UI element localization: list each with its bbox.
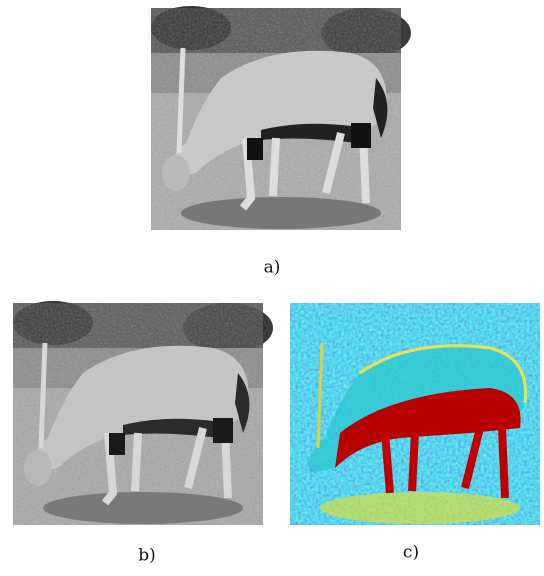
page: a) b) c) (() => { const data = JSON.pars… [0,0,544,572]
panel-b-image [13,301,273,525]
panel-label: c) [403,543,419,563]
panel-label: b) [138,546,156,566]
panel-label: a) [264,258,281,278]
panel-a-image [151,6,411,230]
figure: a) b) c) [0,0,544,572]
panel-c-image [290,303,540,525]
